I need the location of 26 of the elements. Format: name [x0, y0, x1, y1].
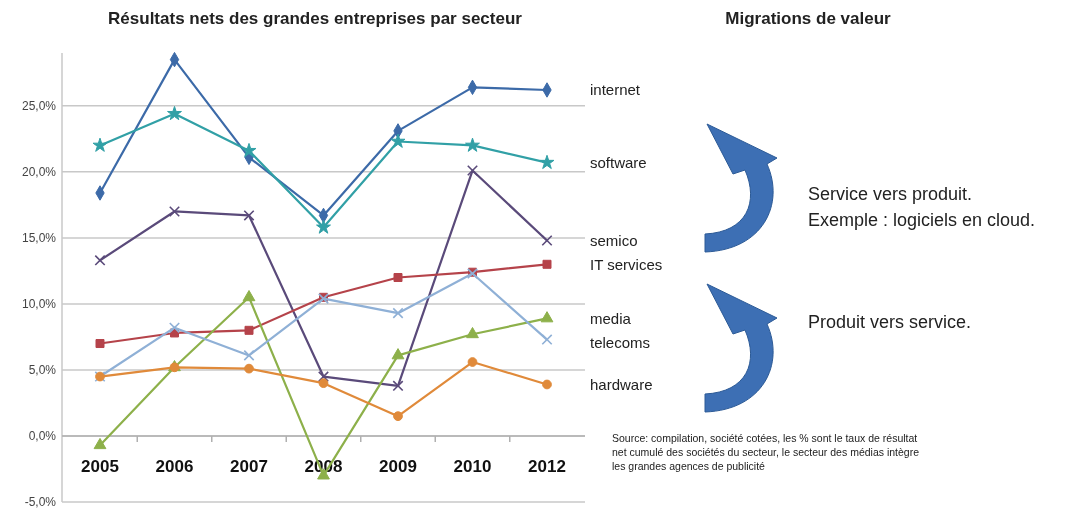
text: Produit vers service. [808, 312, 972, 332]
text: Exemple : logiciels en cloud. [808, 210, 1036, 230]
text: media [590, 309, 632, 327]
x-tick-label: 2006 [155, 457, 194, 476]
text: internet [590, 81, 641, 99]
x-tick-label: 2007 [230, 457, 268, 476]
y-tick-label: 10,0% [21, 297, 57, 312]
y-tick-label: 15,0% [21, 231, 57, 246]
text: hardware [590, 375, 653, 393]
x-tick-label: 2010 [453, 457, 492, 476]
y-tick-label: 25,0% [21, 99, 57, 114]
text: telecoms [590, 333, 651, 351]
text: Migrations de valeur [725, 9, 892, 28]
text: semico [590, 231, 638, 249]
text: IT services [590, 255, 663, 273]
y-tick-label: 5,0% [28, 363, 57, 378]
y-tick-label: 20,0% [21, 165, 57, 180]
text: software [590, 153, 647, 171]
chart-title: Résultats nets des grandes entreprises par secteur [108, 9, 523, 28]
source-note: Source: compilation, société cotées, les % sont le taux de résultat net cumulé des sociétés du secteur, le secteur des médias intègre les grandes agences de publicité [612, 432, 920, 473]
y-tick-label: -5,0% [24, 495, 57, 510]
x-tick-label: 2012 [528, 457, 566, 476]
x-tick-label: 2009 [379, 457, 417, 476]
text: Service vers produit. [808, 184, 973, 204]
y-tick-label: 0,0% [28, 429, 57, 444]
x-tick-label: 2005 [81, 457, 119, 476]
